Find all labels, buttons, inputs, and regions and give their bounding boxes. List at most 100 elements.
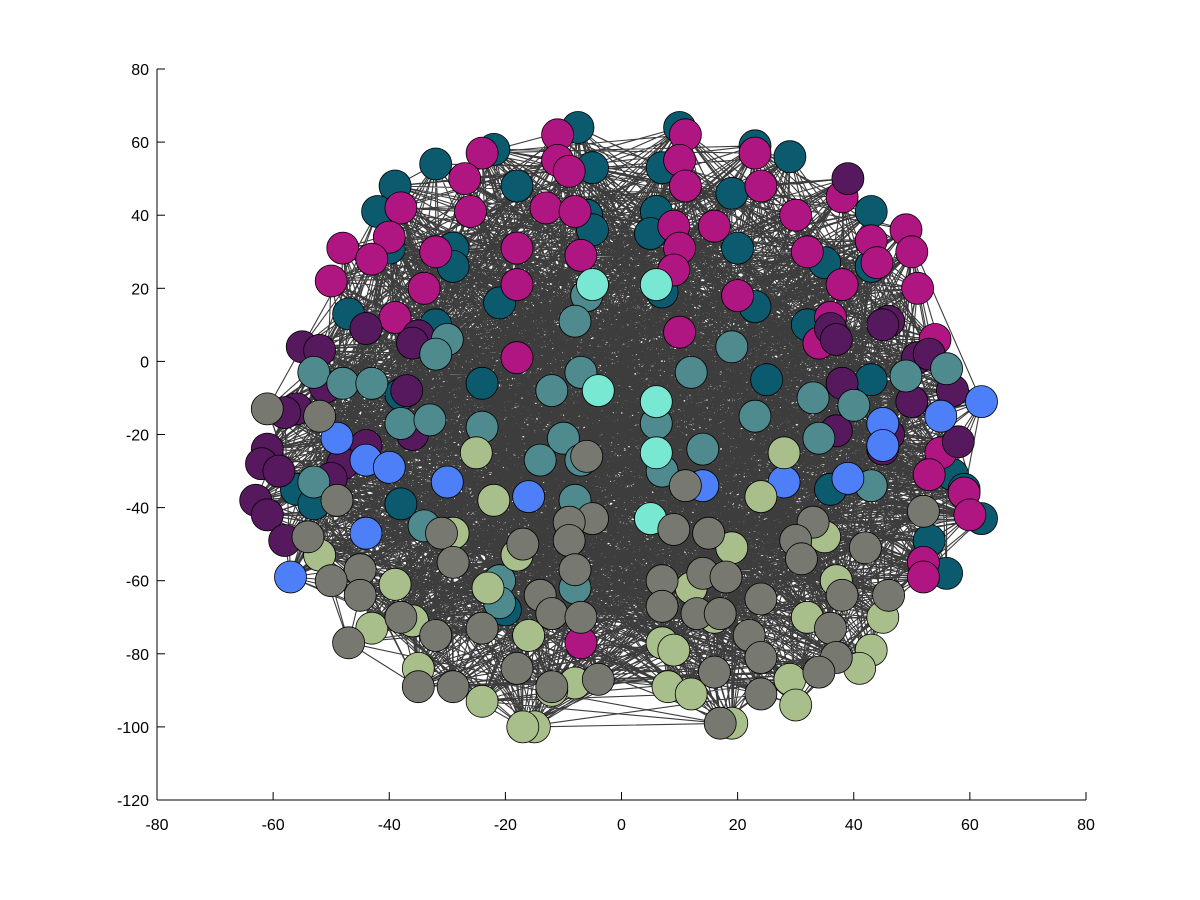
node-point-magenta [454, 195, 487, 228]
node-point-dark_teal [500, 169, 534, 203]
node-point-magenta [378, 301, 412, 334]
node-point-blue [430, 465, 464, 499]
node-point-gray [872, 578, 905, 612]
y-tick-label: 60 [131, 135, 149, 152]
node-point-magenta [953, 498, 987, 532]
node-point-purple [941, 425, 975, 459]
node-point-purple [390, 374, 424, 408]
node-point-magenta [384, 191, 418, 225]
y-tick-label: 80 [131, 62, 149, 79]
node-point-gray [506, 527, 540, 561]
node-point-aqua [581, 374, 615, 408]
node-point-magenta [500, 341, 534, 375]
y-tick-label: -80 [126, 647, 149, 664]
x-tick-label: 80 [1077, 817, 1095, 834]
node-point-steel [686, 432, 720, 466]
node-point-steel [297, 465, 331, 499]
node-point-aqua [639, 436, 673, 470]
node-point-sage [767, 436, 801, 470]
node-point-magenta [825, 268, 859, 302]
node-point-gray [669, 469, 702, 503]
node-point-magenta [663, 315, 696, 349]
node-point-gray [250, 392, 284, 426]
node-point-gray [314, 564, 348, 598]
node-point-steel [419, 337, 453, 371]
node-point-sage [459, 436, 493, 470]
node-point-gray [802, 655, 836, 689]
node-point-gray [657, 513, 691, 546]
node-point-magenta [564, 238, 598, 272]
node-point-magenta [907, 560, 940, 594]
node-point-gray [570, 439, 604, 473]
node-point-gray [552, 524, 586, 557]
node-point-gray [436, 546, 470, 579]
y-tick-label: -100 [117, 720, 149, 737]
node-point-magenta [407, 271, 441, 305]
node-point-gray [744, 582, 778, 616]
node-point-magenta [500, 231, 534, 265]
node-point-aqua [639, 385, 673, 419]
node-point-steel [674, 355, 708, 389]
nodes-layer [239, 111, 998, 744]
node-point-steel [930, 352, 963, 386]
node-point-magenta [372, 220, 406, 254]
node-point-gray [291, 520, 325, 554]
node-point-steel [355, 366, 389, 400]
node-point-steel [523, 443, 557, 477]
node-point-gray [645, 589, 679, 623]
node-point-blue [866, 429, 900, 462]
node-point-gray [535, 670, 569, 704]
node-point-gray [692, 516, 725, 550]
node-point-magenta [314, 264, 348, 298]
node-point-gray [814, 611, 847, 645]
y-tick-label: -40 [126, 501, 149, 518]
node-point-magenta [552, 154, 586, 188]
node-point-blue [965, 385, 998, 419]
y-tick-label: -60 [126, 574, 149, 591]
node-point-sage [657, 633, 691, 667]
node-point-purple [866, 308, 900, 342]
node-point-gray [703, 706, 737, 740]
node-point-magenta [912, 458, 946, 492]
node-point-gray [320, 483, 354, 517]
node-point-magenta [419, 235, 453, 269]
node-point-blue [831, 461, 865, 495]
node-point-blue [349, 516, 383, 550]
node-point-gray [303, 399, 337, 433]
node-point-blue [320, 421, 354, 455]
node-point-dark_teal [750, 363, 784, 397]
node-point-magenta [448, 162, 482, 196]
x-tick-label: 0 [617, 817, 626, 834]
node-point-blue [924, 399, 958, 433]
node-point-gray [343, 578, 377, 612]
x-tick-label: -20 [494, 817, 517, 834]
node-point-magenta [558, 195, 592, 228]
node-point-magenta [779, 198, 813, 232]
node-point-magenta [895, 235, 929, 269]
node-point-sage [378, 568, 412, 601]
node-point-dark_teal [465, 366, 499, 400]
node-point-dark_teal [715, 176, 749, 210]
y-tick-label: 40 [131, 208, 149, 225]
node-point-gray [581, 663, 615, 696]
node-point-purple [831, 162, 865, 196]
node-point-gray [744, 641, 778, 674]
node-point-magenta [790, 235, 824, 269]
node-point-steel [802, 421, 836, 455]
node-point-blue [372, 450, 406, 484]
node-point-gray [384, 600, 418, 634]
node-point-steel [384, 407, 418, 440]
node-point-magenta [860, 246, 894, 280]
node-point-magenta [744, 169, 778, 203]
node-point-magenta [698, 209, 731, 243]
node-point-magenta [738, 136, 772, 170]
y-tick-label: -120 [117, 793, 149, 810]
node-point-steel [715, 330, 749, 364]
node-point-gray [849, 531, 882, 565]
node-point-gray [558, 553, 592, 587]
node-point-magenta [721, 279, 754, 313]
x-tick-label: 40 [845, 817, 863, 834]
x-tick-label: -40 [378, 817, 401, 834]
node-point-gray [465, 611, 499, 645]
